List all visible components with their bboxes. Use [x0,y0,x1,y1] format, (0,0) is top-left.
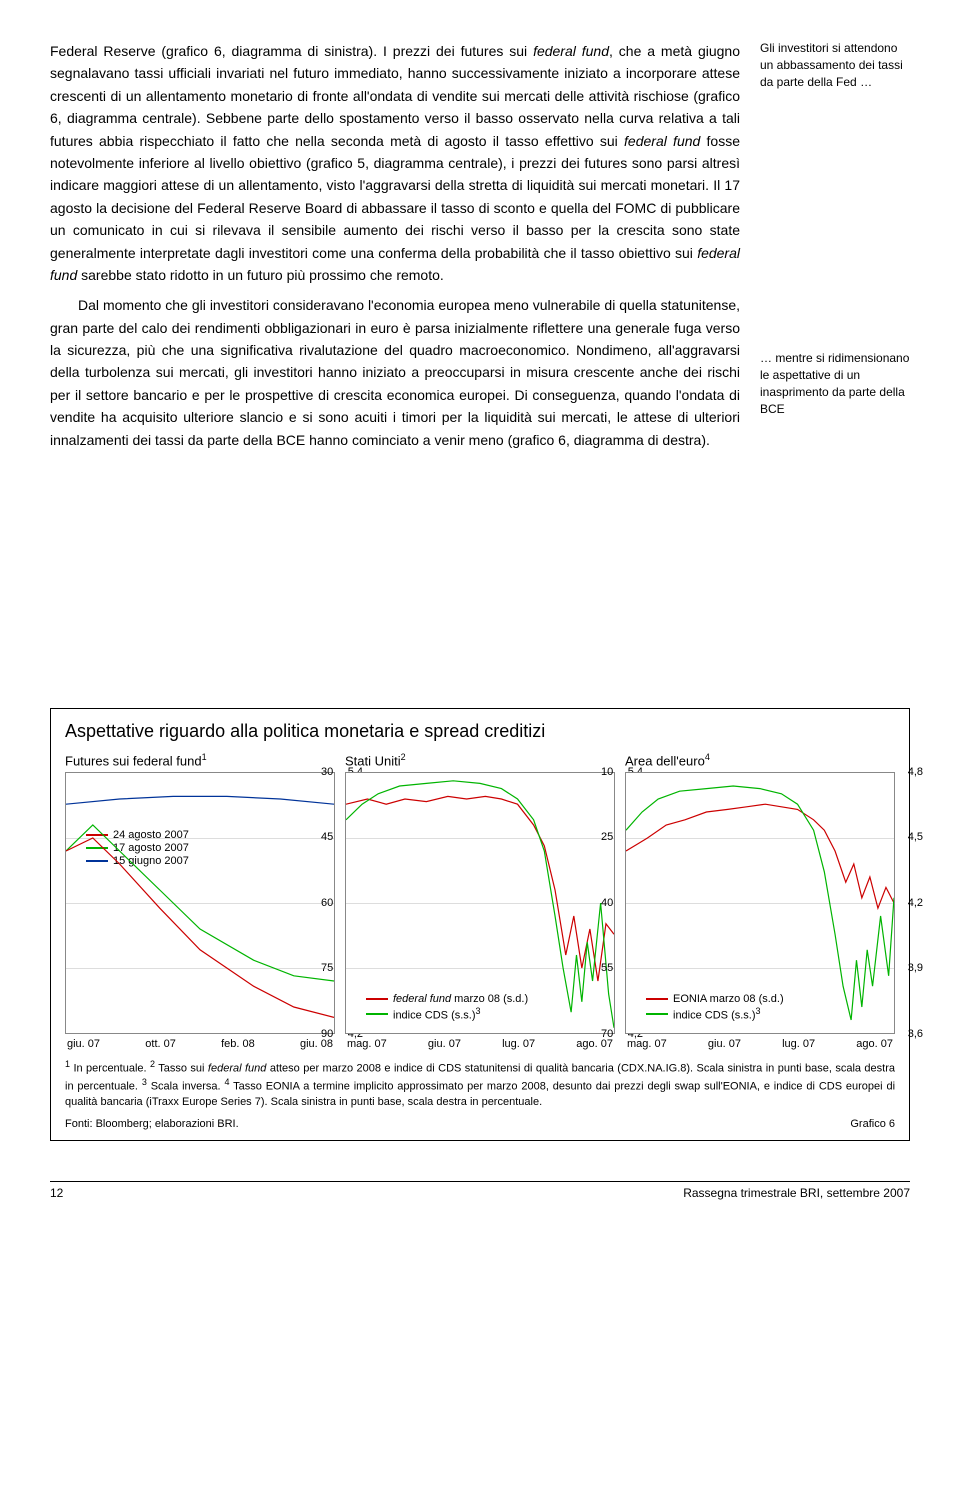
panel2-xlabels: mag. 07giu. 07lug. 07ago. 07 [345,1038,615,1050]
side-note-1: Gli investitori si attendono un abbassam… [760,40,910,90]
p1a: Federal Reserve (grafico 6, diagramma di… [50,43,533,59]
p1c: fosse notevolmente inferiore al livello … [50,133,740,261]
y-left-label: 45 [321,831,333,843]
panel1-title: Futures sui federal fund1 [65,752,335,768]
p1-i1: federal fund [533,43,609,59]
chart-container: Aspettative riguardo alla politica monet… [50,708,910,1141]
panel2-title: Stati Uniti2 [345,752,615,768]
y-left-label: 60 [321,897,333,909]
p1d: sarebbe stato ridotto in un futuro più p… [77,267,444,283]
paragraph-2: Dal momento che gli investitori consider… [50,294,740,451]
y-left-label: 30 [321,766,333,778]
y-right-label: 4,2 [908,897,923,909]
y-right-label: 4,8 [908,766,923,778]
y-left-label: 70 [601,1028,613,1040]
y-left-label: 90 [321,1028,333,1040]
x-label: giu. 07 [428,1038,461,1050]
panel1-title-text: Futures sui federal fund [65,753,202,768]
panel3-plot: EONIA marzo 08 (s.d.)indice CDS (s.s.)3 [625,772,895,1034]
y-left-label: 10 [601,766,613,778]
y-left-label: 75 [321,962,333,974]
x-label: ott. 07 [145,1038,176,1050]
x-label: lug. 07 [502,1038,535,1050]
panel2-sup: 2 [401,752,406,762]
fn3: Scala inversa. [147,1081,225,1093]
panel-1: Futures sui federal fund1 24 agosto 2007… [65,752,335,1050]
body-text: Federal Reserve (grafico 6, diagramma di… [50,40,740,678]
y-right-label: 3,9 [908,962,923,974]
x-label: feb. 08 [221,1038,255,1050]
page-number: 12 [50,1186,63,1200]
panel3-title: Area dell'euro4 [625,752,895,768]
chart-sources: Fonti: Bloomberg; elaborazioni BRI. [65,1118,239,1130]
panel3-xlabels: mag. 07giu. 07lug. 07ago. 07 [625,1038,895,1050]
side-note-2: … mentre si ridimensionano le aspettativ… [760,350,910,417]
fn1: In percentuale. [70,1063,150,1075]
chart-footnote: 1 In percentuale. 2 Tasso sui federal fu… [65,1058,895,1110]
p2a: Dal momento che gli investitori consider… [50,297,740,447]
x-label: giu. 07 [67,1038,100,1050]
y-left-label: 25 [601,831,613,843]
paragraph-1: Federal Reserve (grafico 6, diagramma di… [50,40,740,286]
panel3-sup: 4 [705,752,710,762]
x-label: giu. 07 [708,1038,741,1050]
page-footer: 12 Rassegna trimestrale BRI, settembre 2… [50,1181,910,1200]
panel-3: Area dell'euro4 EONIA marzo 08 (s.d.)ind… [625,752,895,1050]
panel1-xlabels: giu. 07ott. 07feb. 08giu. 08 [65,1038,335,1050]
p1-i2: federal fund [624,133,700,149]
chart-title: Aspettative riguardo alla politica monet… [65,721,895,742]
x-label: ago. 07 [856,1038,893,1050]
panel1-sup: 1 [202,752,207,762]
panel2-plot: federal fund marzo 08 (s.d.)indice CDS (… [345,772,615,1034]
margin-notes: Gli investitori si attendono un abbassam… [760,40,910,678]
y-left-label: 55 [601,962,613,974]
y-right-label: 3,6 [908,1028,923,1040]
fn2a: Tasso sui [155,1063,208,1075]
fn2i: federal fund [208,1063,266,1075]
panel1-plot: 24 agosto 200717 agosto 200715 giugno 20… [65,772,335,1034]
publication: Rassegna trimestrale BRI, settembre 2007 [683,1186,910,1200]
panel-2: Stati Uniti2 federal fund marzo 08 (s.d.… [345,752,615,1050]
x-label: lug. 07 [782,1038,815,1050]
y-right-label: 4,5 [908,831,923,843]
chart-ref: Grafico 6 [850,1118,895,1130]
y-left-label: 40 [601,897,613,909]
